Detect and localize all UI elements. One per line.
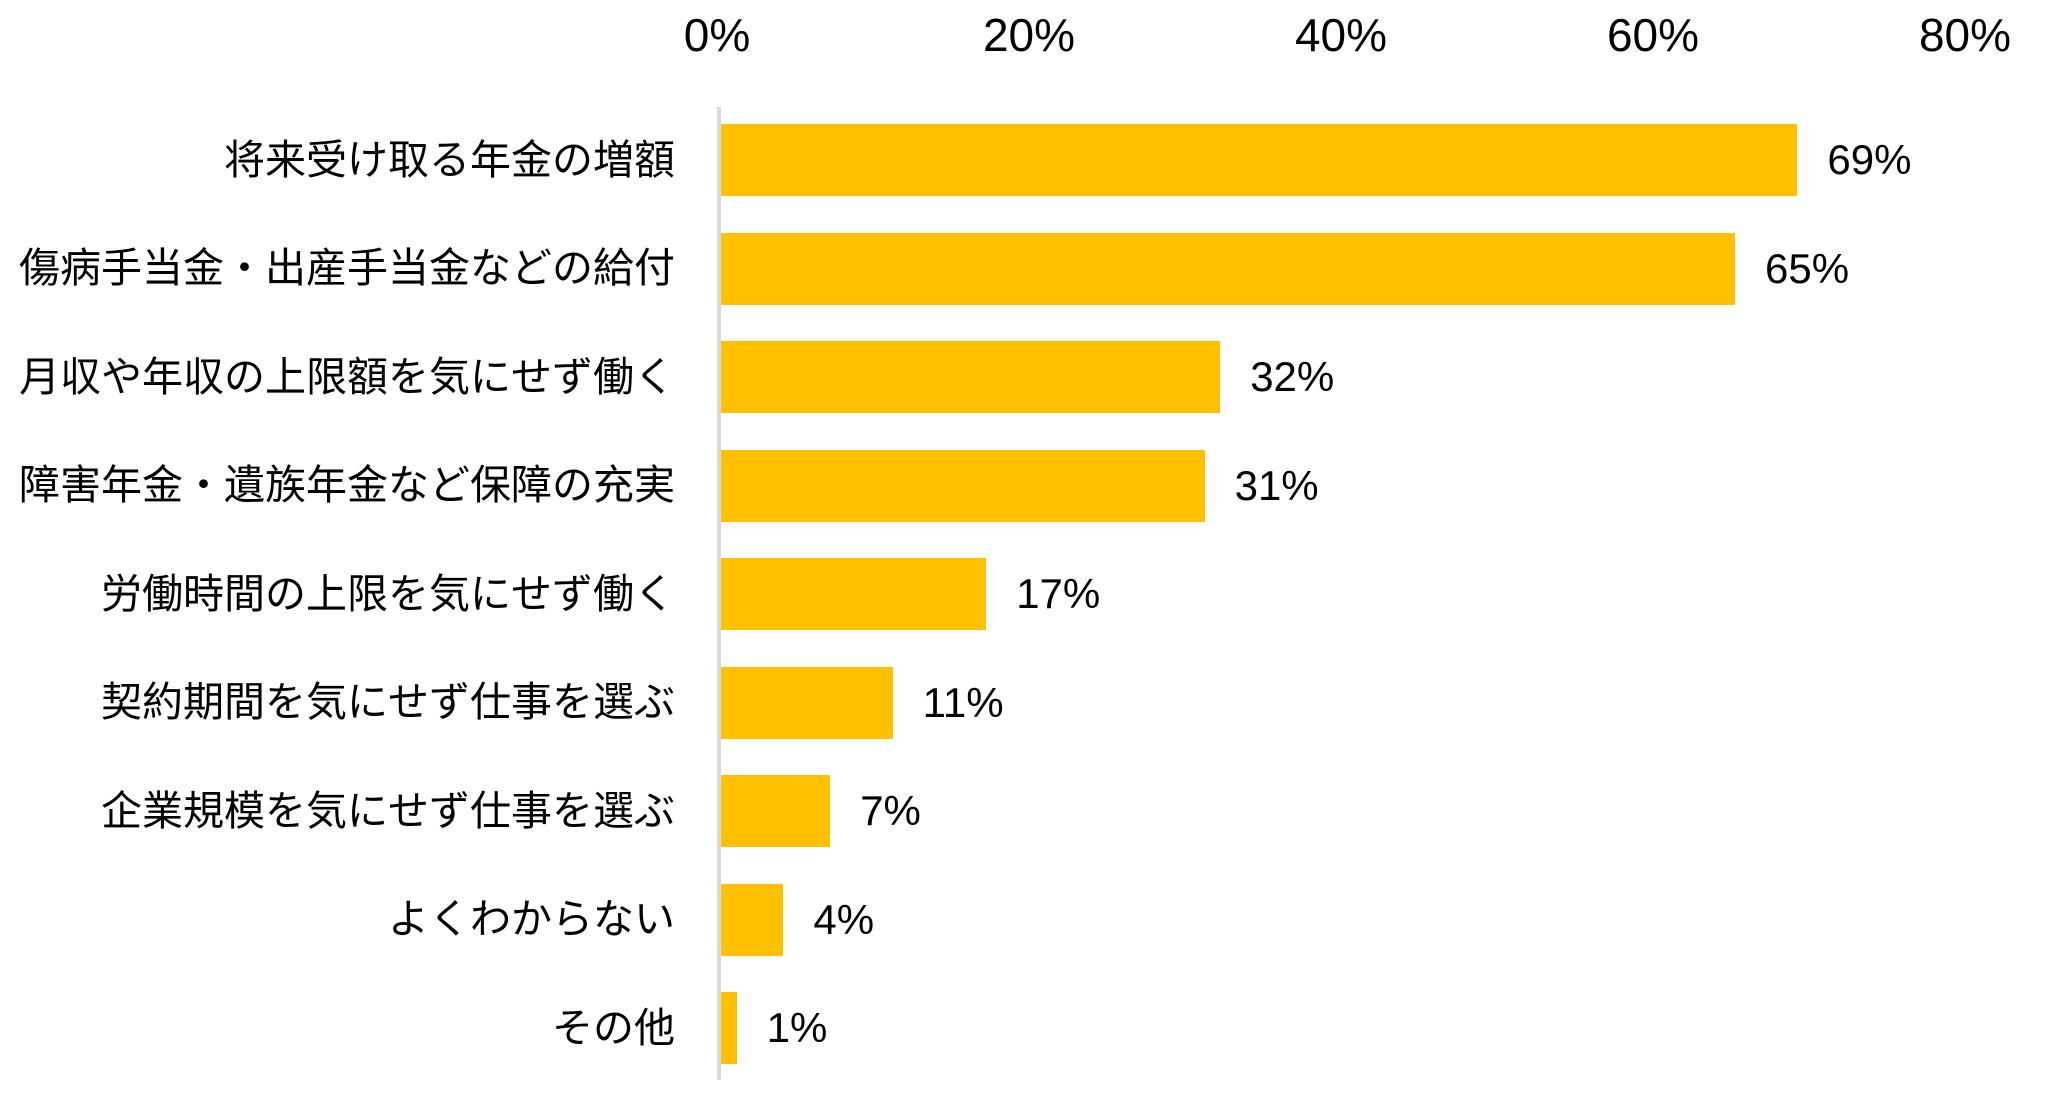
bar-row: 障害年金・遺族年金など保障の充実 31% — [0, 432, 2045, 541]
bar — [721, 341, 1221, 414]
value-label: 17% — [1016, 570, 1101, 618]
value-label: 65% — [1765, 244, 1850, 292]
value-label: 31% — [1234, 461, 1319, 509]
x-axis-tick-label: 20% — [982, 9, 1076, 61]
bar-row: 企業規模を気にせず仕事を選ぶ 7% — [0, 757, 2045, 866]
category-label: 契約期間を気にせず仕事を選ぶ — [101, 679, 675, 726]
bar-track: 7% — [721, 757, 2045, 866]
x-axis-tick-label: 60% — [1606, 9, 1700, 61]
bar-track: 32% — [721, 323, 2045, 432]
bar-row: 傷病手当金・出産手当金などの給付 65% — [0, 215, 2045, 324]
x-axis-tick-label: 80% — [1918, 9, 2012, 61]
category-label: よくわからない — [388, 896, 675, 943]
bar-track: 17% — [721, 540, 2045, 649]
bar-track: 65% — [721, 215, 2045, 324]
x-axis-top: 0% 20% 40% 60% 80% — [0, 10, 2045, 70]
x-axis-tick-label: 0% — [683, 9, 751, 61]
bar-row: 月収や年収の上限額を気にせず働く 32% — [0, 323, 2045, 432]
value-label: 11% — [922, 678, 1004, 726]
category-label: その他 — [552, 1004, 675, 1051]
bar — [721, 449, 1205, 522]
bar — [721, 775, 831, 848]
bar — [721, 666, 893, 739]
value-label: 7% — [860, 787, 921, 835]
bar-track: 4% — [721, 866, 2045, 975]
bar — [721, 232, 1735, 305]
x-axis-tick-label: 40% — [1294, 9, 1388, 61]
bar-row: よくわからない 4% — [0, 866, 2045, 975]
category-label: 労働時間の上限を気にせず働く — [101, 570, 675, 617]
bar-track: 69% — [721, 106, 2045, 215]
value-label: 32% — [1250, 353, 1335, 401]
value-label: 4% — [813, 895, 875, 943]
bar-row: その他 1% — [0, 974, 2045, 1083]
category-label: 企業規模を気にせず仕事を選ぶ — [101, 787, 675, 834]
bar-row: 将来受け取る年金の増額 69% — [0, 106, 2045, 215]
bar-track: 11% — [721, 649, 2045, 758]
category-label: 将来受け取る年金の増額 — [224, 136, 675, 183]
bar — [721, 992, 737, 1065]
bar-row: 契約期間を気にせず仕事を選ぶ 11% — [0, 649, 2045, 758]
y-axis-line — [717, 107, 721, 1080]
value-label: 1% — [766, 1004, 828, 1052]
value-label: 69% — [1827, 136, 1912, 184]
bar-track: 31% — [721, 432, 2045, 541]
bar — [721, 124, 1798, 197]
bar — [721, 883, 784, 956]
category-label: 傷病手当金・出産手当金などの給付 — [19, 245, 675, 292]
category-label: 障害年金・遺族年金など保障の充実 — [19, 462, 675, 509]
bar — [721, 558, 987, 631]
bar-track: 1% — [721, 974, 2045, 1083]
bar-rows: 将来受け取る年金の増額 69% 傷病手当金・出産手当金などの給付 65% 月収や年収の上… — [0, 106, 2045, 1083]
category-label: 月収や年収の上限額を気にせず働く — [19, 353, 675, 400]
bar-row: 労働時間の上限を気にせず働く 17% — [0, 540, 2045, 649]
